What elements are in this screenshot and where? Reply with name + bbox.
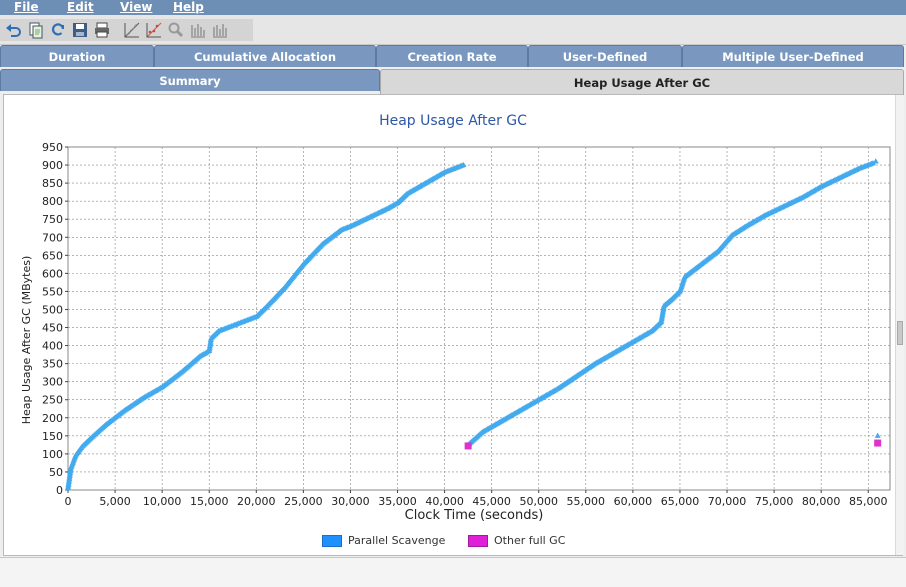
x-tick-label: 45,000 [472, 495, 511, 508]
x-tick-label: 85,000 [849, 495, 888, 508]
data-point-other-full-gc [874, 439, 882, 447]
x-tick-label: 25,000 [284, 495, 323, 508]
legend-label: Other full GC [494, 534, 566, 547]
data-point-parallel-scavenge [460, 161, 467, 168]
chart-line-icon[interactable] [121, 20, 143, 40]
legend-label: Parallel Scavenge [348, 534, 446, 547]
tab-cumulative-allocation[interactable]: Cumulative Allocation [154, 45, 376, 67]
chart-title: Heap Usage After GC [379, 113, 527, 129]
x-tick-label: 35,000 [378, 495, 417, 508]
refresh-icon[interactable] [47, 20, 69, 40]
save-icon[interactable] [69, 20, 91, 40]
toolbar [0, 15, 906, 45]
y-tick-label: 250 [42, 394, 63, 407]
x-tick-label: 50,000 [519, 495, 558, 508]
y-tick-label: 400 [42, 340, 63, 353]
toolbar-group [0, 19, 253, 41]
legend-swatch [468, 534, 488, 547]
bar-chart-icon[interactable] [187, 20, 209, 40]
tab-user-defined[interactable]: User-Defined [528, 45, 682, 67]
legend-parallel-scavenge: Parallel Scavenge [322, 534, 445, 547]
legend-other-full-gc: Other full GC [468, 534, 565, 547]
data-point-parallel-scavenge [874, 432, 881, 438]
menu-file[interactable]: File [14, 0, 39, 14]
tab-label: Summary [159, 73, 221, 88]
legend-swatch [322, 534, 342, 547]
heap-usage-chart: Heap Usage After GC 0 50 100 150 200 250 300 35… [20, 113, 891, 523]
y-tick-label: 550 [42, 285, 63, 298]
tab-label: Cumulative Allocation [193, 49, 337, 64]
copy-icon[interactable] [25, 20, 47, 40]
x-tick-label: 65,000 [661, 495, 700, 508]
x-tick-label: 40,000 [425, 495, 464, 508]
chart-scatter-icon[interactable] [143, 20, 165, 40]
scrollbar-thumb[interactable] [897, 321, 903, 345]
status-bar [0, 557, 906, 587]
tab-heap-usage-after-gc[interactable]: Heap Usage After GC [380, 69, 904, 95]
y-tick-label: 750 [42, 213, 63, 226]
menu-view[interactable]: View [120, 0, 153, 14]
tab-summary[interactable]: Summary [0, 69, 380, 91]
data-point-other-full-gc [464, 442, 472, 450]
x-tick-label: 0 [65, 495, 72, 508]
y-tick-label: 950 [42, 141, 63, 154]
zoom-icon[interactable] [165, 20, 187, 40]
y-tick-label: 850 [42, 177, 63, 190]
y-tick-label: 900 [42, 159, 63, 172]
y-tick-label: 450 [42, 322, 63, 335]
tab-label: User-Defined [562, 49, 648, 64]
chart-axes: 0 50 100 150 200 250 300 350 400 450 500 550 600 650 7… [42, 141, 888, 508]
tab-multiple-user-defined[interactable]: Multiple User-Defined [682, 45, 904, 67]
x-tick-label: 60,000 [614, 495, 653, 508]
y-tick-label: 100 [42, 448, 63, 461]
chart-data-points [65, 158, 882, 491]
y-tick-label: 200 [42, 412, 63, 425]
y-tick-label: 500 [42, 303, 63, 316]
tab-label: Duration [48, 49, 106, 64]
x-tick-label: 75,000 [755, 495, 794, 508]
tab-duration[interactable]: Duration [0, 45, 154, 67]
y-tick-label: 300 [42, 376, 63, 389]
toolbar-separator [113, 20, 121, 40]
y-tick-label: 600 [42, 267, 63, 280]
undo-icon[interactable] [3, 20, 25, 40]
y-tick-label: 650 [42, 249, 63, 262]
x-tick-label: 20,000 [237, 495, 276, 508]
menu-edit[interactable]: Edit [67, 0, 94, 14]
x-tick-label: 5,000 [99, 495, 131, 508]
menu-bar: File Edit View Help [0, 0, 906, 15]
y-tick-label: 350 [42, 358, 63, 371]
plot-area [67, 146, 891, 491]
tab-label: Multiple User-Defined [722, 49, 864, 64]
y-tick-label: 800 [42, 195, 63, 208]
x-tick-label: 10,000 [143, 495, 182, 508]
tab-label: Heap Usage After GC [573, 75, 711, 90]
x-tick-label: 15,000 [190, 495, 229, 508]
tab-creation-rate[interactable]: Creation Rate [376, 45, 528, 67]
y-tick-label: 150 [42, 430, 63, 443]
data-point-parallel-scavenge [869, 160, 876, 166]
y-axis-label: Heap Usage After GC (MBytes) [20, 256, 33, 425]
y-tick-label: 0 [56, 484, 63, 497]
x-tick-label: 80,000 [802, 495, 841, 508]
bar-chart-2-icon[interactable] [209, 20, 231, 40]
tab-label: Creation Rate [407, 49, 497, 64]
y-tick-label: 700 [42, 231, 63, 244]
data-point-parallel-scavenge [872, 158, 879, 164]
menu-help[interactable]: Help [173, 0, 204, 14]
y-tick-label: 50 [49, 466, 63, 479]
x-tick-label: 30,000 [331, 495, 370, 508]
x-tick-label: 55,000 [567, 495, 606, 508]
x-axis-label: Clock Time (seconds) [405, 508, 544, 523]
chart-grid [67, 146, 891, 491]
chart-panel: Heap Usage After GC 0 50 100 150 200 250 300 35… [3, 94, 904, 556]
x-tick-label: 70,000 [708, 495, 747, 508]
vertical-scrollbar[interactable] [895, 95, 904, 555]
print-icon[interactable] [91, 20, 113, 40]
